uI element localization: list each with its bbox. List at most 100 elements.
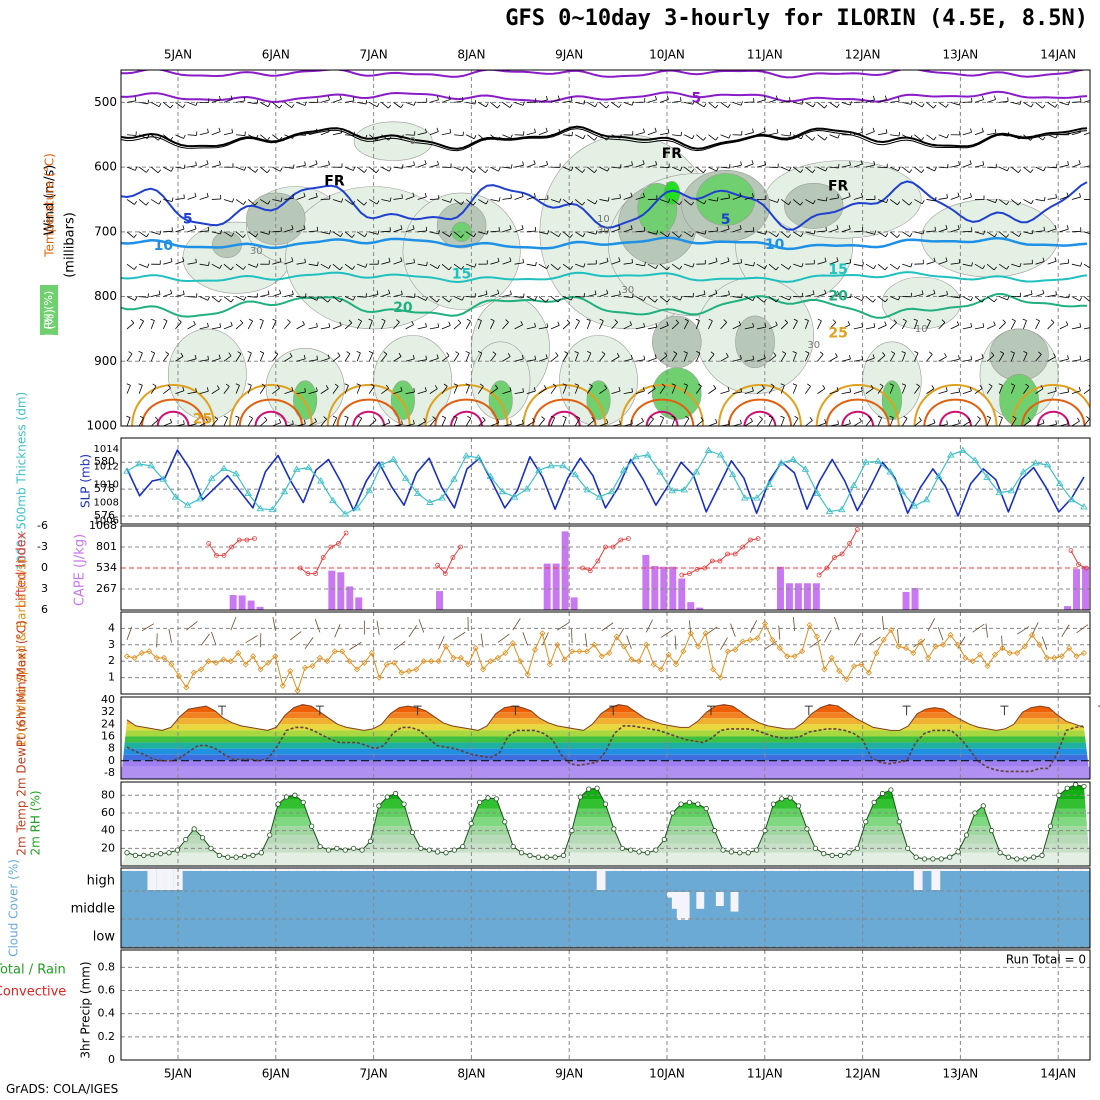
rh-point bbox=[1056, 792, 1062, 798]
wind-barb bbox=[1059, 101, 1069, 106]
rh-point bbox=[737, 850, 743, 856]
wind-barb-flag bbox=[509, 104, 513, 108]
wind-barb bbox=[272, 387, 280, 394]
wind-barb bbox=[720, 102, 729, 108]
wind-barb bbox=[962, 196, 972, 200]
wind-barb-flag bbox=[601, 351, 606, 355]
wind-barb bbox=[211, 164, 221, 168]
wind-barb bbox=[1083, 388, 1090, 394]
slp-point bbox=[777, 459, 785, 466]
wind-barb bbox=[538, 231, 548, 235]
wind-barb-flag bbox=[666, 321, 669, 326]
date-tick-bottom: 10JAN bbox=[649, 1067, 685, 1081]
wind-barb bbox=[272, 230, 282, 233]
wind-barb-flag bbox=[219, 323, 222, 328]
wind-barb-flag bbox=[576, 415, 581, 419]
wind-barb-flag bbox=[776, 233, 780, 237]
lifted-index-point bbox=[824, 565, 830, 571]
slp-point bbox=[256, 504, 265, 512]
wind-barb-flag bbox=[376, 290, 379, 295]
wind-barb-flag bbox=[413, 258, 415, 263]
wind-barb-flag bbox=[631, 419, 633, 424]
wind-barb bbox=[296, 134, 306, 136]
wind-barb-flag bbox=[448, 266, 452, 271]
wind-barb-flag bbox=[448, 321, 451, 326]
wind-barb-flag bbox=[490, 318, 495, 322]
wind-barb-flag bbox=[607, 197, 610, 202]
wind-barb bbox=[211, 231, 221, 235]
wind-barb-flag bbox=[910, 263, 913, 268]
slp-point bbox=[874, 457, 882, 464]
wind-barb-flag bbox=[388, 289, 391, 294]
wind-barb bbox=[1047, 228, 1057, 233]
wind-barb-flag bbox=[474, 263, 477, 268]
wind-barb bbox=[514, 196, 524, 200]
wind-speed-point bbox=[732, 646, 739, 653]
cape-bar bbox=[543, 563, 551, 610]
isotherm-20 bbox=[121, 293, 1088, 319]
wind-barb-flag bbox=[642, 387, 645, 392]
wind-barb-flag bbox=[981, 95, 984, 100]
wind-speed-point bbox=[1014, 649, 1021, 657]
wind-axis-label: Wind (m/s) bbox=[43, 165, 58, 236]
rh-point bbox=[854, 845, 860, 851]
wind-barb bbox=[635, 196, 645, 200]
rh-point bbox=[812, 845, 818, 851]
wind-barb bbox=[623, 324, 632, 330]
wind-barb bbox=[259, 419, 268, 426]
wind-barb bbox=[671, 199, 680, 206]
wind-barb bbox=[550, 132, 560, 136]
wind-barb-flag bbox=[933, 257, 936, 262]
wind-barb bbox=[562, 296, 572, 301]
wind-barb-flag bbox=[339, 298, 343, 303]
wind-barb bbox=[659, 132, 669, 136]
wind-barb-flag bbox=[287, 319, 291, 323]
wind-barb-flag bbox=[401, 290, 403, 295]
rh-point bbox=[468, 820, 474, 827]
wind-speed-point bbox=[398, 669, 405, 676]
rh-point bbox=[762, 828, 768, 834]
wind-barb-flag bbox=[655, 323, 658, 328]
wind-barb-flag bbox=[364, 134, 368, 139]
slp-point bbox=[365, 486, 374, 494]
wind-barb bbox=[308, 421, 317, 426]
wind-barb bbox=[986, 99, 996, 103]
wind-barb-flag bbox=[740, 388, 742, 393]
wind-barb bbox=[381, 320, 386, 330]
wind-barb bbox=[296, 165, 306, 168]
temp-band bbox=[121, 748, 1090, 755]
wind-barb-flag bbox=[279, 257, 282, 262]
wind-barb-flag bbox=[510, 290, 512, 295]
slp-point bbox=[413, 489, 422, 496]
wind-barb bbox=[817, 354, 824, 362]
wind-barb-flag bbox=[956, 321, 960, 326]
wind-barb bbox=[671, 263, 680, 270]
wind-barb bbox=[502, 102, 511, 108]
wind-barb bbox=[962, 263, 972, 267]
rh-2m-axis-label: 2m RH (%) bbox=[29, 790, 43, 855]
slp-point bbox=[837, 505, 846, 513]
wind-barb bbox=[150, 352, 156, 362]
wind-barb bbox=[453, 417, 458, 426]
wind-barb bbox=[223, 199, 233, 203]
high-cloud-gap bbox=[808, 868, 817, 871]
wind-speed-point bbox=[620, 643, 628, 650]
wind-barb-flag bbox=[412, 225, 415, 230]
wind-speed-point bbox=[494, 654, 501, 661]
wind-barb-flag bbox=[703, 169, 707, 173]
wind-barb bbox=[151, 199, 160, 205]
rh-band bbox=[121, 784, 1090, 791]
rh-point bbox=[905, 845, 911, 851]
wind-barb-flag bbox=[534, 322, 536, 327]
rh-point bbox=[409, 829, 416, 836]
slp-point bbox=[220, 464, 228, 471]
wind-barb bbox=[490, 388, 498, 394]
wind-barb bbox=[260, 166, 268, 174]
high-cloud-gap bbox=[711, 868, 721, 871]
wind-barb-flag bbox=[315, 192, 318, 197]
wind-barb bbox=[914, 420, 922, 426]
wind-barb-flag bbox=[280, 197, 283, 202]
high-cloud-gap bbox=[913, 868, 923, 890]
wind-speed-point bbox=[932, 643, 939, 650]
wind-barb bbox=[332, 98, 342, 103]
